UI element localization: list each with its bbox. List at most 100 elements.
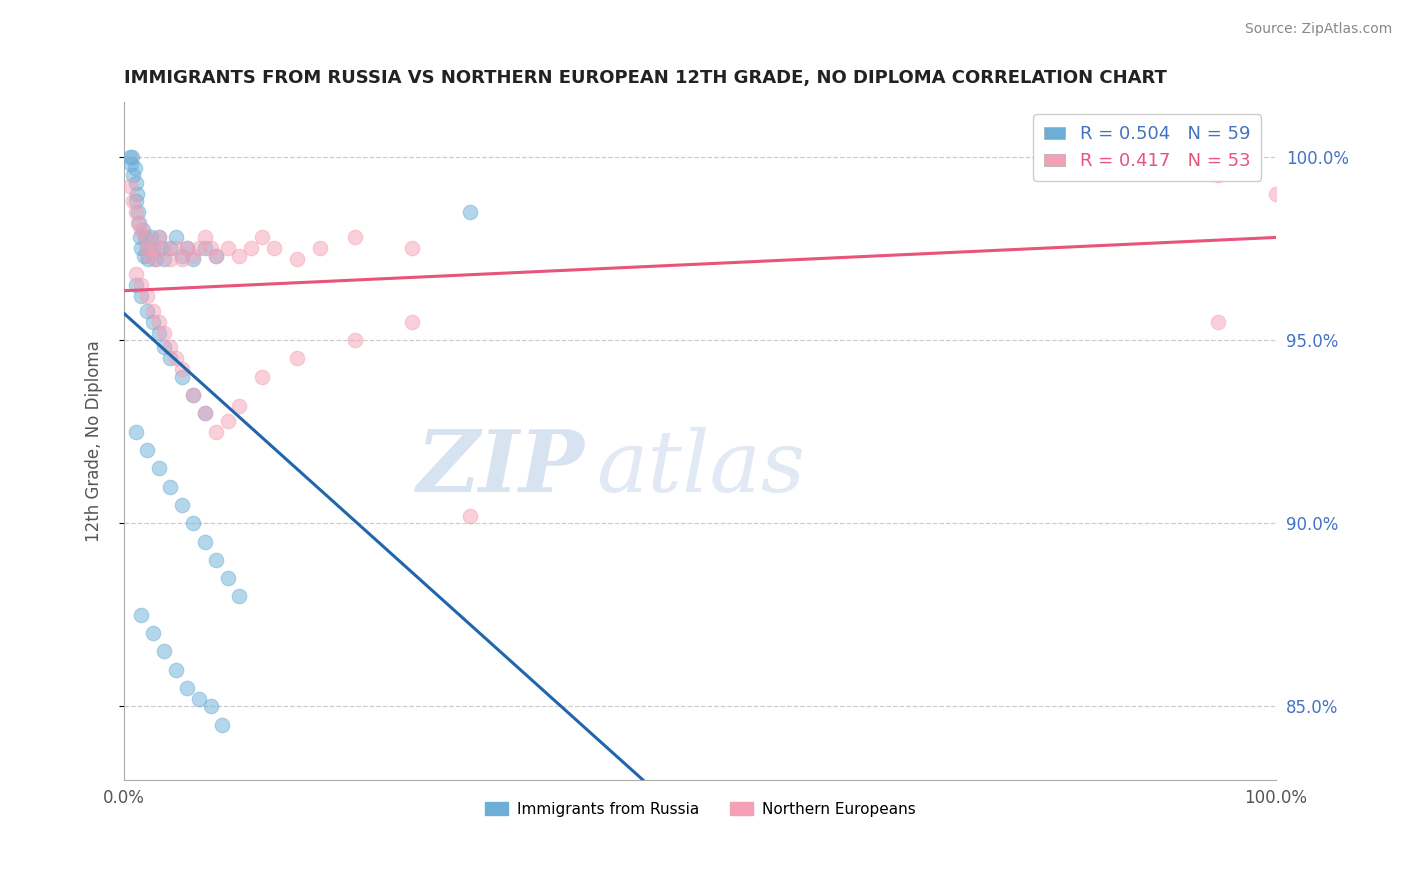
Point — [228, 399, 250, 413]
Point — [120, 157, 142, 171]
Point — [136, 303, 159, 318]
Point — [131, 278, 153, 293]
Point — [176, 242, 198, 256]
Legend: Immigrants from Russia, Northern Europeans: Immigrants from Russia, Northern Europea… — [478, 796, 921, 822]
Point — [122, 194, 145, 208]
Point — [181, 388, 204, 402]
Point — [131, 223, 153, 237]
Point — [252, 230, 274, 244]
Point — [343, 230, 366, 244]
Point — [159, 351, 181, 366]
Point — [128, 216, 150, 230]
Point — [138, 249, 160, 263]
Point — [170, 362, 193, 376]
Point — [239, 242, 262, 256]
Point — [176, 681, 198, 695]
Point — [131, 223, 153, 237]
Point — [148, 230, 170, 244]
Point — [118, 150, 141, 164]
Point — [181, 249, 204, 263]
Point — [170, 249, 193, 263]
Y-axis label: 12th Grade, No Diploma: 12th Grade, No Diploma — [86, 340, 103, 541]
Point — [165, 351, 187, 366]
Point — [150, 242, 173, 256]
Point — [131, 607, 153, 622]
Point — [170, 498, 193, 512]
Point — [181, 252, 204, 267]
Point — [211, 717, 233, 731]
Point — [165, 663, 187, 677]
Point — [132, 249, 155, 263]
Point — [228, 249, 250, 263]
Point — [309, 242, 332, 256]
Point — [1208, 168, 1230, 182]
Point — [153, 644, 176, 658]
Point — [139, 230, 162, 244]
Point — [285, 252, 308, 267]
Point — [136, 442, 159, 457]
Point — [127, 216, 149, 230]
Point — [129, 230, 152, 244]
Point — [124, 161, 146, 175]
Point — [142, 242, 165, 256]
Point — [1150, 150, 1173, 164]
Point — [159, 252, 181, 267]
Point — [217, 414, 239, 428]
Point — [205, 249, 228, 263]
Point — [153, 242, 176, 256]
Text: ZIP: ZIP — [418, 426, 585, 509]
Point — [148, 230, 170, 244]
Point — [165, 242, 187, 256]
Point — [200, 242, 222, 256]
Point — [159, 340, 181, 354]
Point — [148, 326, 170, 340]
Point — [148, 315, 170, 329]
Point — [148, 461, 170, 475]
Point — [136, 242, 159, 256]
Point — [124, 194, 146, 208]
Point — [263, 242, 285, 256]
Point — [122, 168, 145, 182]
Point — [159, 242, 181, 256]
Point — [153, 326, 176, 340]
Point — [181, 388, 204, 402]
Point — [458, 205, 481, 219]
Point — [142, 242, 165, 256]
Point — [134, 230, 156, 244]
Point — [188, 692, 211, 706]
Point — [170, 369, 193, 384]
Text: IMMIGRANTS FROM RUSSIA VS NORTHERN EUROPEAN 12TH GRADE, NO DIPLOMA CORRELATION C: IMMIGRANTS FROM RUSSIA VS NORTHERN EUROP… — [124, 69, 1167, 87]
Point — [205, 249, 228, 263]
Point — [127, 205, 149, 219]
Point — [458, 508, 481, 523]
Point — [136, 252, 159, 267]
Point — [194, 534, 217, 549]
Point — [136, 289, 159, 303]
Text: atlas: atlas — [596, 426, 806, 509]
Point — [1265, 186, 1288, 201]
Point — [205, 553, 228, 567]
Point — [142, 303, 165, 318]
Point — [176, 242, 198, 256]
Point — [153, 340, 176, 354]
Point — [228, 590, 250, 604]
Point — [217, 571, 239, 585]
Point — [252, 369, 274, 384]
Point — [343, 333, 366, 347]
Point — [124, 267, 146, 281]
Point — [124, 425, 146, 439]
Point — [153, 252, 176, 267]
Point — [401, 242, 423, 256]
Point — [194, 242, 217, 256]
Point — [131, 289, 153, 303]
Text: Source: ZipAtlas.com: Source: ZipAtlas.com — [1244, 22, 1392, 37]
Point — [194, 406, 217, 420]
Point — [124, 176, 146, 190]
Point — [285, 351, 308, 366]
Point — [145, 252, 167, 267]
Point — [194, 406, 217, 420]
Point — [143, 252, 166, 267]
Point — [131, 242, 153, 256]
Point — [134, 230, 156, 244]
Point — [118, 179, 141, 194]
